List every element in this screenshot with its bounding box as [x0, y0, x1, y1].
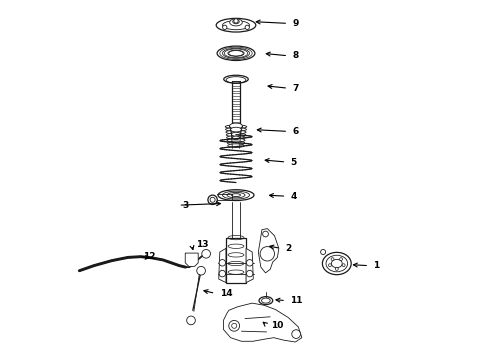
Ellipse shape — [233, 19, 239, 24]
Ellipse shape — [228, 144, 245, 148]
Ellipse shape — [218, 190, 254, 201]
Circle shape — [328, 264, 331, 267]
Ellipse shape — [259, 297, 273, 305]
Text: 4: 4 — [291, 192, 297, 201]
Ellipse shape — [231, 194, 241, 197]
Ellipse shape — [230, 19, 242, 26]
Text: 2: 2 — [285, 244, 292, 253]
Text: 1: 1 — [373, 261, 380, 270]
Circle shape — [202, 249, 210, 258]
Text: 11: 11 — [291, 296, 303, 305]
Ellipse shape — [226, 133, 245, 137]
Ellipse shape — [222, 48, 249, 58]
Circle shape — [219, 260, 225, 266]
Ellipse shape — [331, 259, 342, 268]
Circle shape — [292, 330, 300, 338]
Text: 7: 7 — [293, 84, 299, 93]
Circle shape — [246, 270, 253, 277]
Ellipse shape — [226, 130, 246, 134]
Circle shape — [219, 270, 225, 277]
Ellipse shape — [231, 127, 242, 132]
Ellipse shape — [326, 255, 347, 272]
Ellipse shape — [262, 298, 270, 303]
Text: 12: 12 — [143, 252, 156, 261]
Circle shape — [208, 195, 217, 204]
Ellipse shape — [229, 123, 243, 129]
Ellipse shape — [227, 141, 245, 145]
Circle shape — [229, 320, 240, 331]
Circle shape — [210, 197, 215, 202]
Ellipse shape — [216, 18, 256, 32]
Circle shape — [197, 266, 205, 275]
Text: 14: 14 — [220, 289, 232, 298]
Circle shape — [263, 231, 269, 237]
Ellipse shape — [217, 46, 255, 60]
Circle shape — [320, 249, 326, 255]
Circle shape — [232, 323, 237, 328]
Circle shape — [234, 19, 238, 23]
Ellipse shape — [228, 50, 244, 57]
Text: 6: 6 — [293, 127, 299, 136]
Text: 3: 3 — [183, 201, 189, 210]
Polygon shape — [185, 253, 198, 266]
Circle shape — [335, 267, 338, 270]
Text: 13: 13 — [196, 240, 209, 249]
Ellipse shape — [227, 136, 245, 139]
Text: 5: 5 — [291, 158, 297, 166]
Circle shape — [187, 316, 196, 325]
Ellipse shape — [231, 132, 241, 136]
Text: 8: 8 — [293, 51, 299, 60]
Circle shape — [260, 247, 274, 261]
Ellipse shape — [227, 193, 245, 198]
Circle shape — [340, 258, 343, 261]
Ellipse shape — [322, 252, 351, 275]
Ellipse shape — [232, 136, 240, 140]
Circle shape — [342, 264, 345, 267]
Circle shape — [246, 260, 253, 266]
Circle shape — [245, 25, 249, 30]
Ellipse shape — [224, 75, 248, 83]
Ellipse shape — [225, 125, 247, 129]
Ellipse shape — [222, 191, 249, 199]
Circle shape — [222, 25, 227, 30]
Text: 10: 10 — [271, 321, 283, 330]
Ellipse shape — [225, 128, 246, 131]
Polygon shape — [246, 248, 253, 283]
Ellipse shape — [222, 21, 249, 30]
Ellipse shape — [227, 139, 245, 142]
Polygon shape — [219, 248, 226, 283]
Circle shape — [331, 258, 334, 261]
Polygon shape — [223, 303, 302, 342]
Text: 9: 9 — [293, 19, 299, 28]
Polygon shape — [226, 238, 246, 283]
Polygon shape — [258, 229, 279, 273]
